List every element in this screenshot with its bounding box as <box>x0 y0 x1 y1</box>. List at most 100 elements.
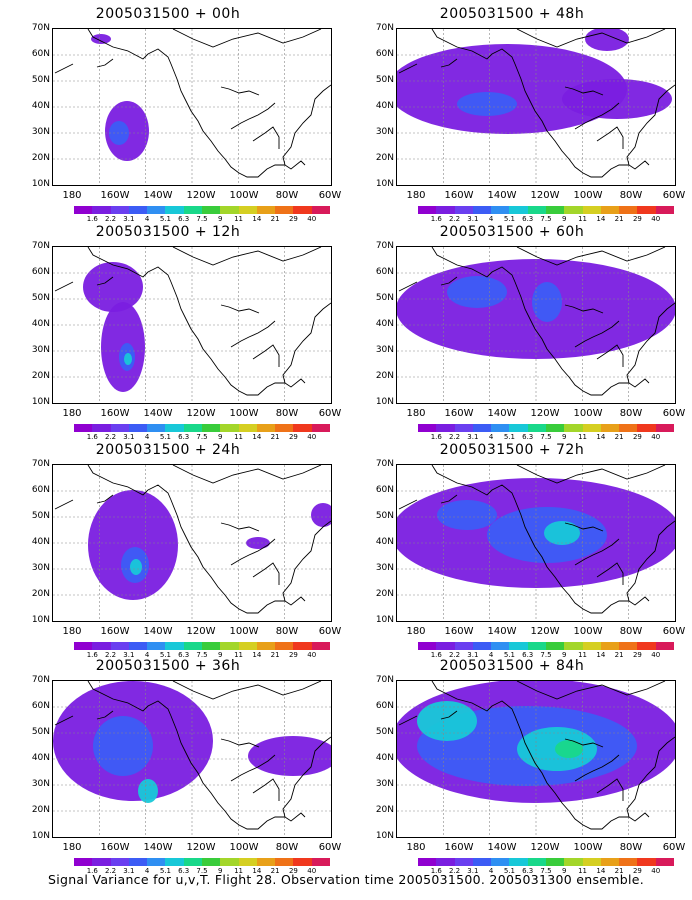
colorbar-swatch <box>619 642 638 650</box>
colorbar-tick-label: 11 <box>578 867 588 875</box>
figure-caption: Signal Variance for u,v,T. Flight 28. Ob… <box>47 872 645 887</box>
colorbar-swatch <box>491 424 510 432</box>
panel-title: 2005031500 + 48h <box>439 6 585 22</box>
colorbar-swatch <box>275 858 294 866</box>
longitude-tick-label: 100W <box>573 626 603 637</box>
longitude-tick-label: 180 <box>406 190 426 201</box>
longitude-tick-label: 120W <box>530 190 560 201</box>
longitude-tick-label: 80W <box>275 408 299 419</box>
colorbar-swatch <box>275 206 294 214</box>
latitude-tick-label: 60N <box>31 267 50 277</box>
colorbar-tick-label: 6.3 <box>178 651 190 659</box>
longitude-tick-label: 100W <box>573 408 603 419</box>
colorbar-swatch <box>201 206 221 214</box>
colorbar-tick-label: 40 <box>307 867 317 875</box>
longitude-tick-label: 100W <box>229 842 259 853</box>
panel-title: 2005031500 + 72h <box>439 442 585 458</box>
longitude-tick-label: 140W <box>143 408 173 419</box>
colorbar-tick-label: 6.3 <box>178 433 190 441</box>
colorbar-tick-label: 1.6 <box>86 433 98 441</box>
latitude-tick-label: 30N <box>375 127 394 137</box>
colorbar-tick-label: 14 <box>596 651 606 659</box>
colorbar-swatch <box>147 206 166 214</box>
colorbar-tick-label: 5.1 <box>503 215 515 223</box>
latitude-tick-label: 70N <box>375 241 394 251</box>
colorbar-labels: 1.6 2.2 3.1 4 5.1 6.3 7.5 9 11 14 21 29 40 <box>418 651 674 661</box>
colorbar-tick-label: 3.1 <box>123 215 135 223</box>
colorbar-swatch <box>238 642 257 650</box>
map-panel: 2005031500 + 36h 70N 60N 50N 40N 30N 20N 10N 180… <box>18 658 348 875</box>
colorbar-tick-label: 3.1 <box>467 867 479 875</box>
colorbar-tick-label: 5.1 <box>159 651 171 659</box>
colorbar-tick-label: 4 <box>144 867 150 875</box>
longitude-tick-label: 120W <box>186 842 216 853</box>
latitude-tick-label: 30N <box>375 563 394 573</box>
colorbar-swatch <box>220 206 239 214</box>
latitude-tick-label: 50N <box>31 727 50 737</box>
colorbar-tick-label: 14 <box>252 651 262 659</box>
panel-title: 2005031500 + 12h <box>95 224 241 240</box>
latitude-tick-label: 70N <box>31 23 50 33</box>
colorbar-tick-label: 11 <box>234 651 244 659</box>
latitude-tick-label: 70N <box>375 23 394 33</box>
latitude-tick-label: 50N <box>375 75 394 85</box>
latitude-tick-label: 20N <box>375 153 394 163</box>
longitude-tick-label: 80W <box>619 408 643 419</box>
longitude-tick-label: 60W <box>318 408 342 419</box>
colorbar-swatch <box>293 642 312 650</box>
colorbar-swatch <box>110 424 129 432</box>
longitude-tick-label: 140W <box>487 190 517 201</box>
longitude-tick-label: 120W <box>186 626 216 637</box>
colorbar-tick-label: 40 <box>651 215 661 223</box>
colorbar-swatch <box>92 424 111 432</box>
longitude-tick-label: 100W <box>229 626 259 637</box>
longitude-tick-label: 60W <box>318 842 342 853</box>
colorbar-swatch <box>545 858 565 866</box>
latitude-tick-label: 20N <box>375 371 394 381</box>
colorbar-tick-label: 1.6 <box>430 651 442 659</box>
colorbar-tick-label: 5.1 <box>503 651 515 659</box>
colorbar-swatch <box>165 424 184 432</box>
colorbar-tick-label: 4 <box>488 215 494 223</box>
colorbar-tick-label: 5.1 <box>503 433 515 441</box>
latitude-tick-label: 70N <box>31 675 50 685</box>
latitude-tick-label: 10N <box>375 615 394 625</box>
colorbar-swatch <box>311 642 330 650</box>
colorbar-swatch <box>220 424 239 432</box>
colorbar-swatch <box>110 206 129 214</box>
latitude-tick-label: 20N <box>31 589 50 599</box>
colorbar-tick-label: 2.2 <box>448 867 461 875</box>
latitude-tick-label: 60N <box>375 701 394 711</box>
latitude-tick-label: 10N <box>31 831 50 841</box>
colorbar-swatch <box>509 858 528 866</box>
colorbar-swatch <box>256 206 276 214</box>
colorbar-tick-label: 14 <box>252 215 262 223</box>
colorbar-labels: 1.6 2.2 3.1 4 5.1 6.3 7.5 9 11 14 21 29 40 <box>418 867 674 877</box>
longitude-tick-label: 60W <box>662 408 686 419</box>
colorbar-tick-label: 3.1 <box>123 651 135 659</box>
colorbar-labels: 1.6 2.2 3.1 4 5.1 6.3 7.5 9 11 14 21 29 40 <box>74 433 330 443</box>
colorbar-tick-label: 21 <box>270 433 280 441</box>
colorbar-tick-label: 2.2 <box>448 651 461 659</box>
map-panel: 2005031500 + 48h 70N 60N 50N 40N 30N 20N 10N 180… <box>362 6 692 223</box>
colorbar-labels: 1.6 2.2 3.1 4 5.1 6.3 7.5 9 11 14 21 29 40 <box>74 215 330 225</box>
colorbar-tick-label: 2.2 <box>448 433 461 441</box>
colorbar-swatch <box>128 642 148 650</box>
latitude-tick-label: 20N <box>375 589 394 599</box>
longitude-tick-label: 140W <box>143 842 173 853</box>
colorbar-tick-label: 40 <box>651 867 661 875</box>
colorbar-swatch <box>655 642 674 650</box>
map-plot <box>396 28 676 186</box>
colorbar-swatch <box>637 424 656 432</box>
colorbar-tick-label: 4 <box>144 651 150 659</box>
latitude-tick-label: 30N <box>31 345 50 355</box>
colorbar-swatch <box>582 206 601 214</box>
colorbar-tick-label: 40 <box>651 651 661 659</box>
latitude-tick-label: 60N <box>31 701 50 711</box>
colorbar-swatch <box>110 642 129 650</box>
colorbar-tick-label: 3.1 <box>123 867 135 875</box>
colorbar-tick-label: 6.3 <box>178 215 190 223</box>
colorbar-tick-label: 3.1 <box>467 433 479 441</box>
panel-title: 2005031500 + 84h <box>439 658 585 674</box>
colorbar-tick-label: 29 <box>288 215 298 223</box>
